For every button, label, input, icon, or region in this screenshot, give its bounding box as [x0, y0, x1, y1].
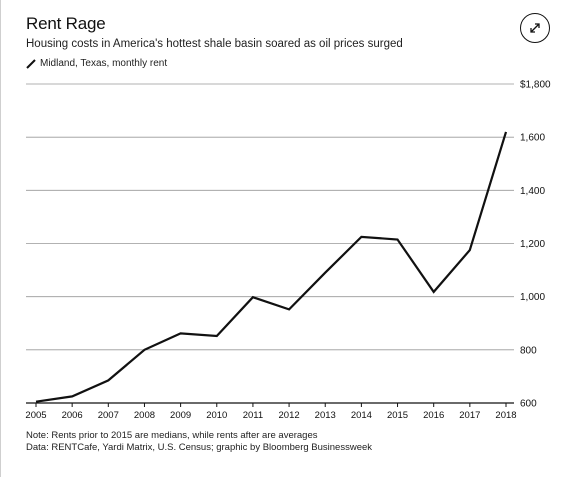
chart-title: Rent Rage [26, 14, 106, 33]
y-tick-label: 1,600 [520, 133, 545, 144]
y-tick-label: 1,000 [520, 292, 545, 303]
chart-source: Data: RENTCafe, Yardi Matrix, U.S. Censu… [26, 442, 373, 453]
expand-arrows-icon [530, 23, 540, 33]
legend: Midland, Texas, monthly rent [26, 58, 167, 69]
y-tick-label: 800 [520, 345, 537, 356]
x-tick-label: 2017 [459, 410, 480, 421]
x-tick-label: 2018 [495, 410, 516, 421]
x-tick-label: 2007 [98, 410, 119, 421]
y-tick-label: 600 [520, 399, 537, 410]
y-tick-label: 1,400 [520, 186, 545, 197]
x-tick-label: 2012 [279, 410, 300, 421]
chart-note: Note: Rents prior to 2015 are medians, w… [26, 430, 318, 441]
x-tick-label: 2005 [25, 410, 46, 421]
legend-label: Midland, Texas, monthly rent [40, 58, 168, 69]
legend-line-icon [26, 58, 36, 69]
expand-button[interactable] [520, 13, 550, 43]
y-tick-label: 1,200 [520, 239, 545, 250]
x-tick-label: 2015 [387, 410, 408, 421]
x-tick-label: 2009 [170, 410, 191, 421]
x-tick-label: 2010 [206, 410, 227, 421]
y-tick-label: $1,800 [520, 80, 551, 91]
chart-subtitle: Housing costs in America's hottest shale… [26, 38, 403, 50]
series-line [35, 131, 508, 403]
x-tick-label: 2008 [134, 410, 155, 421]
x-tick-label: 2014 [351, 410, 372, 421]
x-tick-label: 2016 [423, 410, 444, 421]
frame-border [0, 0, 1, 477]
x-tick-label: 2006 [62, 410, 83, 421]
chart-notes: Note: Rents prior to 2015 are medians, w… [26, 430, 372, 454]
x-tick-label: 2013 [315, 410, 336, 421]
x-tick-label: 2011 [243, 410, 263, 421]
